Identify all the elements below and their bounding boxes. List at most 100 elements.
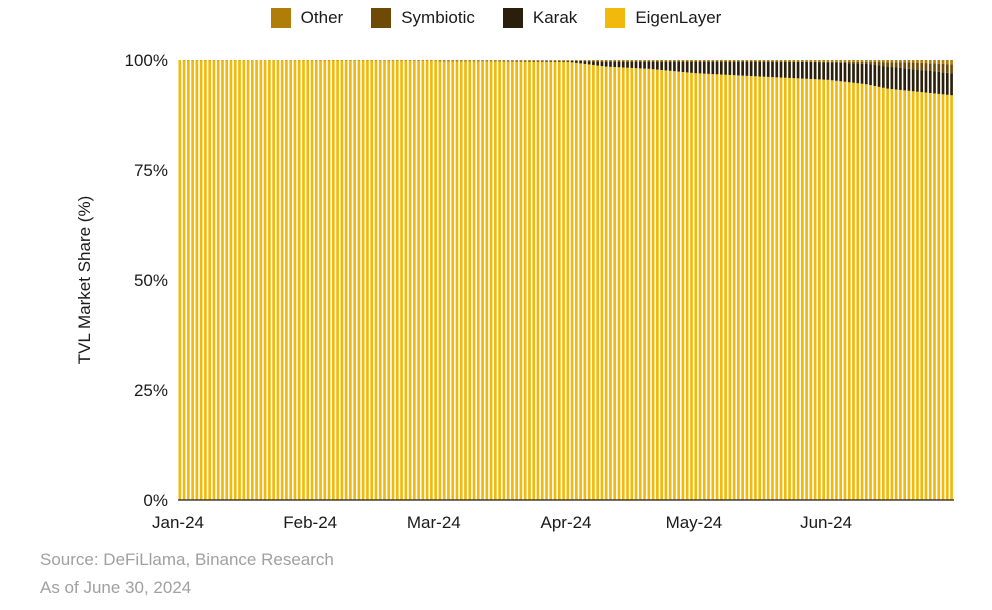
y-tick-label: 25%	[134, 381, 168, 400]
legend-item-symbiotic[interactable]: Symbiotic	[371, 8, 475, 28]
bar-eigenlayer	[404, 60, 408, 500]
bar-eigenlayer	[754, 76, 757, 500]
bar-karak	[532, 60, 536, 62]
bar-eigenlayer	[425, 60, 429, 500]
bar-eigenlayer	[434, 60, 437, 500]
bar-karak	[664, 61, 668, 71]
bar-eigenlayer	[809, 78, 813, 500]
bar-other	[400, 60, 403, 61]
bar-other	[378, 60, 382, 61]
bar-karak	[894, 67, 898, 90]
bar-karak	[719, 61, 723, 75]
bar-eigenlayer	[630, 67, 634, 501]
bar-eigenlayer	[647, 68, 651, 501]
bar-karak	[587, 61, 591, 65]
bar-other	[805, 60, 808, 62]
bar-other	[890, 60, 894, 63]
bar-eigenlayer	[685, 72, 689, 501]
bar-eigenlayer	[242, 60, 246, 500]
bar-other	[882, 60, 885, 63]
source-note: Source: DeFiLlama, Binance Research	[40, 550, 334, 569]
bar-eigenlayer	[498, 61, 501, 501]
legend-swatch-eigenlayer	[605, 8, 626, 28]
bar-eigenlayer	[575, 62, 578, 501]
bar-karak	[945, 72, 949, 95]
bar-other	[592, 60, 595, 62]
bar-eigenlayer	[259, 60, 263, 500]
bar-other	[447, 60, 450, 61]
bar-other	[391, 60, 395, 61]
bar-karak	[771, 61, 774, 78]
bar-eigenlayer	[732, 75, 736, 501]
bar-eigenlayer	[805, 78, 808, 500]
bar-eigenlayer	[890, 89, 894, 500]
bar-other	[920, 60, 924, 63]
bar-eigenlayer	[715, 74, 719, 501]
bar-other	[796, 60, 800, 62]
bar-karak	[801, 61, 804, 79]
bar-karak	[916, 69, 919, 92]
bar-eigenlayer	[515, 61, 518, 501]
bar-eigenlayer	[600, 66, 604, 500]
bar-eigenlayer	[924, 92, 928, 500]
bar-karak	[656, 61, 659, 70]
bar-other	[395, 60, 399, 61]
bar-other	[425, 60, 429, 61]
bar-eigenlayer	[481, 61, 484, 500]
bar-eigenlayer	[289, 60, 293, 500]
bar-eigenlayer	[758, 76, 762, 501]
bar-karak	[728, 61, 732, 75]
bar-other	[344, 60, 348, 61]
bar-eigenlayer	[668, 70, 672, 501]
bar-symbiotic	[843, 61, 847, 63]
bar-karak	[596, 61, 600, 66]
bar-eigenlayer	[882, 87, 885, 500]
bar-eigenlayer	[553, 61, 557, 501]
bar-other	[528, 60, 531, 61]
bar-other	[864, 60, 868, 62]
bar-eigenlayer	[643, 68, 646, 500]
bar-eigenlayer	[566, 61, 570, 500]
bar-other	[545, 60, 548, 61]
bar-other	[660, 60, 663, 62]
legend-item-karak[interactable]: Karak	[502, 8, 577, 28]
bar-eigenlayer	[451, 60, 455, 501]
bar-karak	[847, 63, 851, 83]
bar-eigenlayer	[395, 60, 399, 500]
bar-karak	[882, 66, 885, 88]
legend-item-other[interactable]: Other	[270, 8, 343, 28]
bar-eigenlayer	[737, 75, 740, 501]
bar-eigenlayer	[766, 76, 770, 501]
bar-eigenlayer	[562, 61, 565, 500]
bar-other	[741, 60, 744, 62]
bar-karak	[536, 60, 540, 62]
bar-karak	[660, 61, 663, 70]
bar-eigenlayer	[894, 89, 898, 500]
bar-symbiotic	[933, 63, 936, 72]
bar-eigenlayer	[741, 75, 744, 501]
legend: Other Symbiotic Karak EigenLayer	[0, 8, 992, 28]
bar-eigenlayer	[319, 60, 322, 500]
bar-other	[843, 60, 847, 62]
bar-karak	[724, 61, 727, 75]
bar-symbiotic	[873, 61, 877, 66]
bar-other	[886, 60, 889, 63]
bar-eigenlayer	[438, 60, 442, 500]
bar-eigenlayer	[413, 60, 416, 501]
bar-other	[519, 60, 523, 61]
bar-eigenlayer	[285, 60, 288, 501]
bar-other	[455, 60, 459, 61]
bar-symbiotic	[924, 63, 928, 71]
bar-eigenlayer	[408, 60, 412, 500]
bar-eigenlayer	[208, 60, 212, 500]
legend-item-eigenlayer[interactable]: EigenLayer	[605, 8, 721, 28]
bar-eigenlayer	[839, 81, 843, 501]
bar-symbiotic	[911, 62, 915, 70]
bar-karak	[630, 61, 634, 68]
bar-eigenlayer	[830, 80, 834, 500]
bar-eigenlayer	[621, 67, 625, 500]
bar-other	[685, 60, 689, 62]
bar-eigenlayer	[442, 60, 446, 500]
bar-karak	[557, 60, 561, 62]
bar-other	[587, 60, 591, 62]
